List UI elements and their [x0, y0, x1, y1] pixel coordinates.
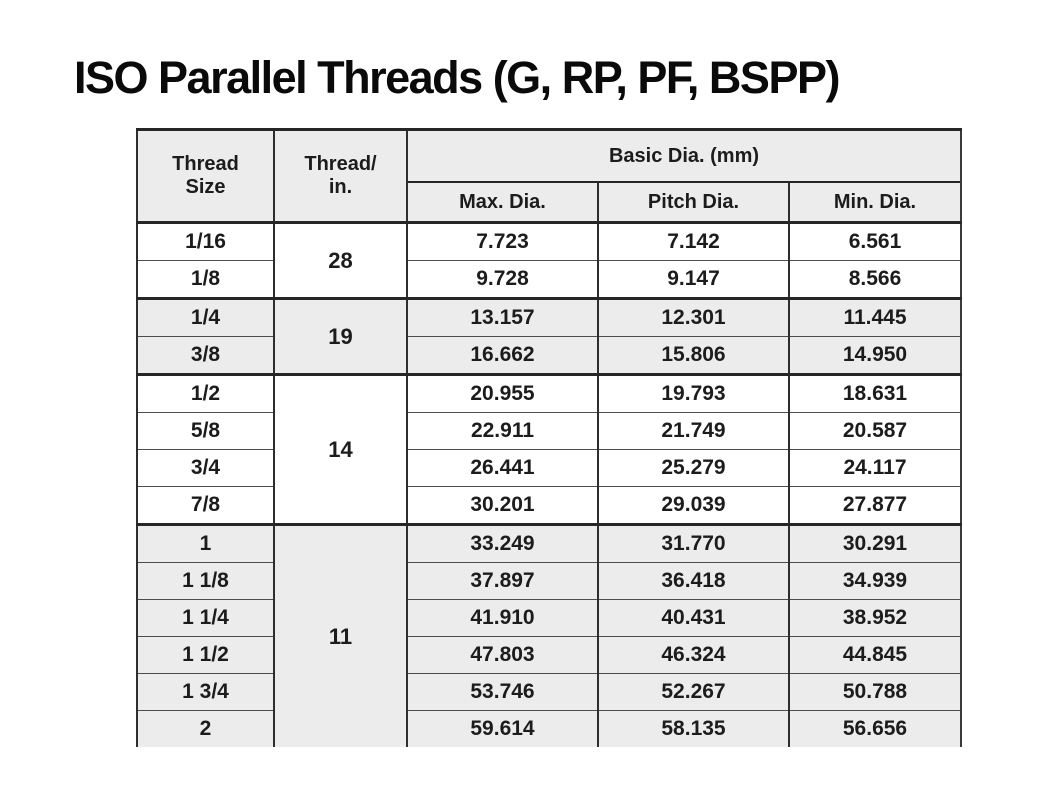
max-dia-cell: 53.746: [406, 673, 598, 711]
pitch-dia-cell: 46.324: [597, 636, 789, 674]
max-dia-cell: 37.897: [406, 562, 598, 600]
header-basic-dia: Basic Dia. (mm): [406, 128, 962, 182]
min-dia-cell: 44.845: [788, 636, 962, 674]
min-dia-cell: 56.656: [788, 710, 962, 747]
header-row-sub: Max. Dia. Pitch Dia. Min. Dia.: [137, 181, 962, 223]
min-dia-cell: 38.952: [788, 599, 962, 637]
max-dia-cell: 47.803: [406, 636, 598, 674]
thread-size-cell: 1 1/8: [136, 562, 274, 600]
max-dia-cell: 9.728: [406, 260, 598, 299]
pitch-dia-cell: 40.431: [597, 599, 789, 637]
max-dia-cell: 33.249: [406, 523, 598, 563]
pitch-dia-cell: 15.806: [597, 336, 789, 375]
pitch-dia-cell: 9.147: [597, 260, 789, 299]
thread-size-cell: 5/8: [136, 412, 274, 450]
min-dia-cell: 11.445: [788, 297, 962, 337]
pitch-dia-cell: 12.301: [597, 297, 789, 337]
max-dia-cell: 41.910: [406, 599, 598, 637]
table-row: 3/4 26.441 25.279 24.117: [136, 449, 962, 487]
tpi-cell: 14: [273, 373, 407, 525]
table-row: 1 1/8 37.897 36.418 34.939: [136, 562, 962, 600]
table-row: 1/4 19 13.157 12.301 11.445: [136, 297, 962, 375]
iso-parallel-threads-table: Thread Size Thread/ in. Basic Dia. (mm) …: [136, 128, 962, 747]
table-row: 5/8 22.911 21.749 20.587: [136, 412, 962, 450]
table-row: 3/8 16.662 15.806 14.950: [136, 336, 962, 375]
thread-size-cell: 1/4: [136, 297, 274, 337]
table-row: 1/16 28 7.723 7.142 6.561: [136, 221, 962, 299]
pitch-dia-cell: 19.793: [597, 373, 789, 413]
min-dia-cell: 20.587: [788, 412, 962, 450]
max-dia-cell: 13.157: [406, 297, 598, 337]
page-title: ISO Parallel Threads (G, RP, PF, BSPP): [74, 52, 840, 103]
thread-size-cell: 3/8: [136, 336, 274, 375]
pitch-dia-cell: 25.279: [597, 449, 789, 487]
pitch-dia-cell: 7.142: [597, 221, 789, 261]
min-dia-cell: 24.117: [788, 449, 962, 487]
thread-size-cell: 1: [136, 523, 274, 563]
min-dia-cell: 8.566: [788, 260, 962, 299]
max-dia-cell: 59.614: [406, 710, 598, 747]
thread-size-cell: 3/4: [136, 449, 274, 487]
tpi-cell: 19: [273, 297, 407, 375]
min-dia-cell: 18.631: [788, 373, 962, 413]
thread-size-cell: 1 1/2: [136, 636, 274, 674]
header-thread-size: Thread Size: [136, 128, 274, 223]
pitch-dia-cell: 21.749: [597, 412, 789, 450]
thread-size-cell: 2: [136, 710, 274, 747]
table-row: 1 1/2 47.803 46.324 44.845: [136, 636, 962, 674]
pitch-dia-cell: 36.418: [597, 562, 789, 600]
pitch-dia-cell: 58.135: [597, 710, 789, 747]
min-dia-cell: 27.877: [788, 486, 962, 525]
header-row-top: Thread Size Thread/ in. Basic Dia. (mm): [136, 128, 962, 223]
table-row: 1 1/4 41.910 40.431 38.952: [136, 599, 962, 637]
thread-size-cell: 1/8: [136, 260, 274, 299]
pitch-dia-cell: 31.770: [597, 523, 789, 563]
thread-size-cell: 1 3/4: [136, 673, 274, 711]
thread-size-cell: 7/8: [136, 486, 274, 525]
table-row: 1 11 33.249 31.770 30.291: [136, 523, 962, 747]
pitch-dia-cell: 29.039: [597, 486, 789, 525]
thread-size-cell: 1/16: [136, 221, 274, 261]
min-dia-cell: 14.950: [788, 336, 962, 375]
header-pitch-dia: Pitch Dia.: [597, 181, 789, 223]
header-max-dia: Max. Dia.: [406, 181, 598, 223]
min-dia-cell: 30.291: [788, 523, 962, 563]
tpi-cell: 28: [273, 221, 407, 299]
max-dia-cell: 26.441: [406, 449, 598, 487]
header-threads-per-inch: Thread/ in.: [273, 128, 407, 223]
min-dia-cell: 50.788: [788, 673, 962, 711]
tpi-cell: 11: [273, 523, 407, 747]
max-dia-cell: 16.662: [406, 336, 598, 375]
table-row: 1/2 14 20.955 19.793 18.631: [136, 373, 962, 525]
header-min-dia: Min. Dia.: [788, 181, 962, 223]
max-dia-cell: 22.911: [406, 412, 598, 450]
thread-size-cell: 1/2: [136, 373, 274, 413]
max-dia-cell: 20.955: [406, 373, 598, 413]
thread-size-cell: 1 1/4: [136, 599, 274, 637]
table-header: Thread Size Thread/ in. Basic Dia. (mm) …: [136, 128, 962, 223]
max-dia-cell: 7.723: [406, 221, 598, 261]
table-row: 1 3/4 53.746 52.267 50.788: [136, 673, 962, 711]
min-dia-cell: 6.561: [788, 221, 962, 261]
table-row: 1/8 9.728 9.147 8.566: [136, 260, 962, 299]
table-row: 2 59.614 58.135 56.656: [136, 710, 962, 747]
pitch-dia-cell: 52.267: [597, 673, 789, 711]
table-body: 1/16 28 7.723 7.142 6.561 1/8 9.728 9.14…: [136, 221, 962, 747]
max-dia-cell: 30.201: [406, 486, 598, 525]
table-row: 7/8 30.201 29.039 27.877: [136, 486, 962, 525]
min-dia-cell: 34.939: [788, 562, 962, 600]
